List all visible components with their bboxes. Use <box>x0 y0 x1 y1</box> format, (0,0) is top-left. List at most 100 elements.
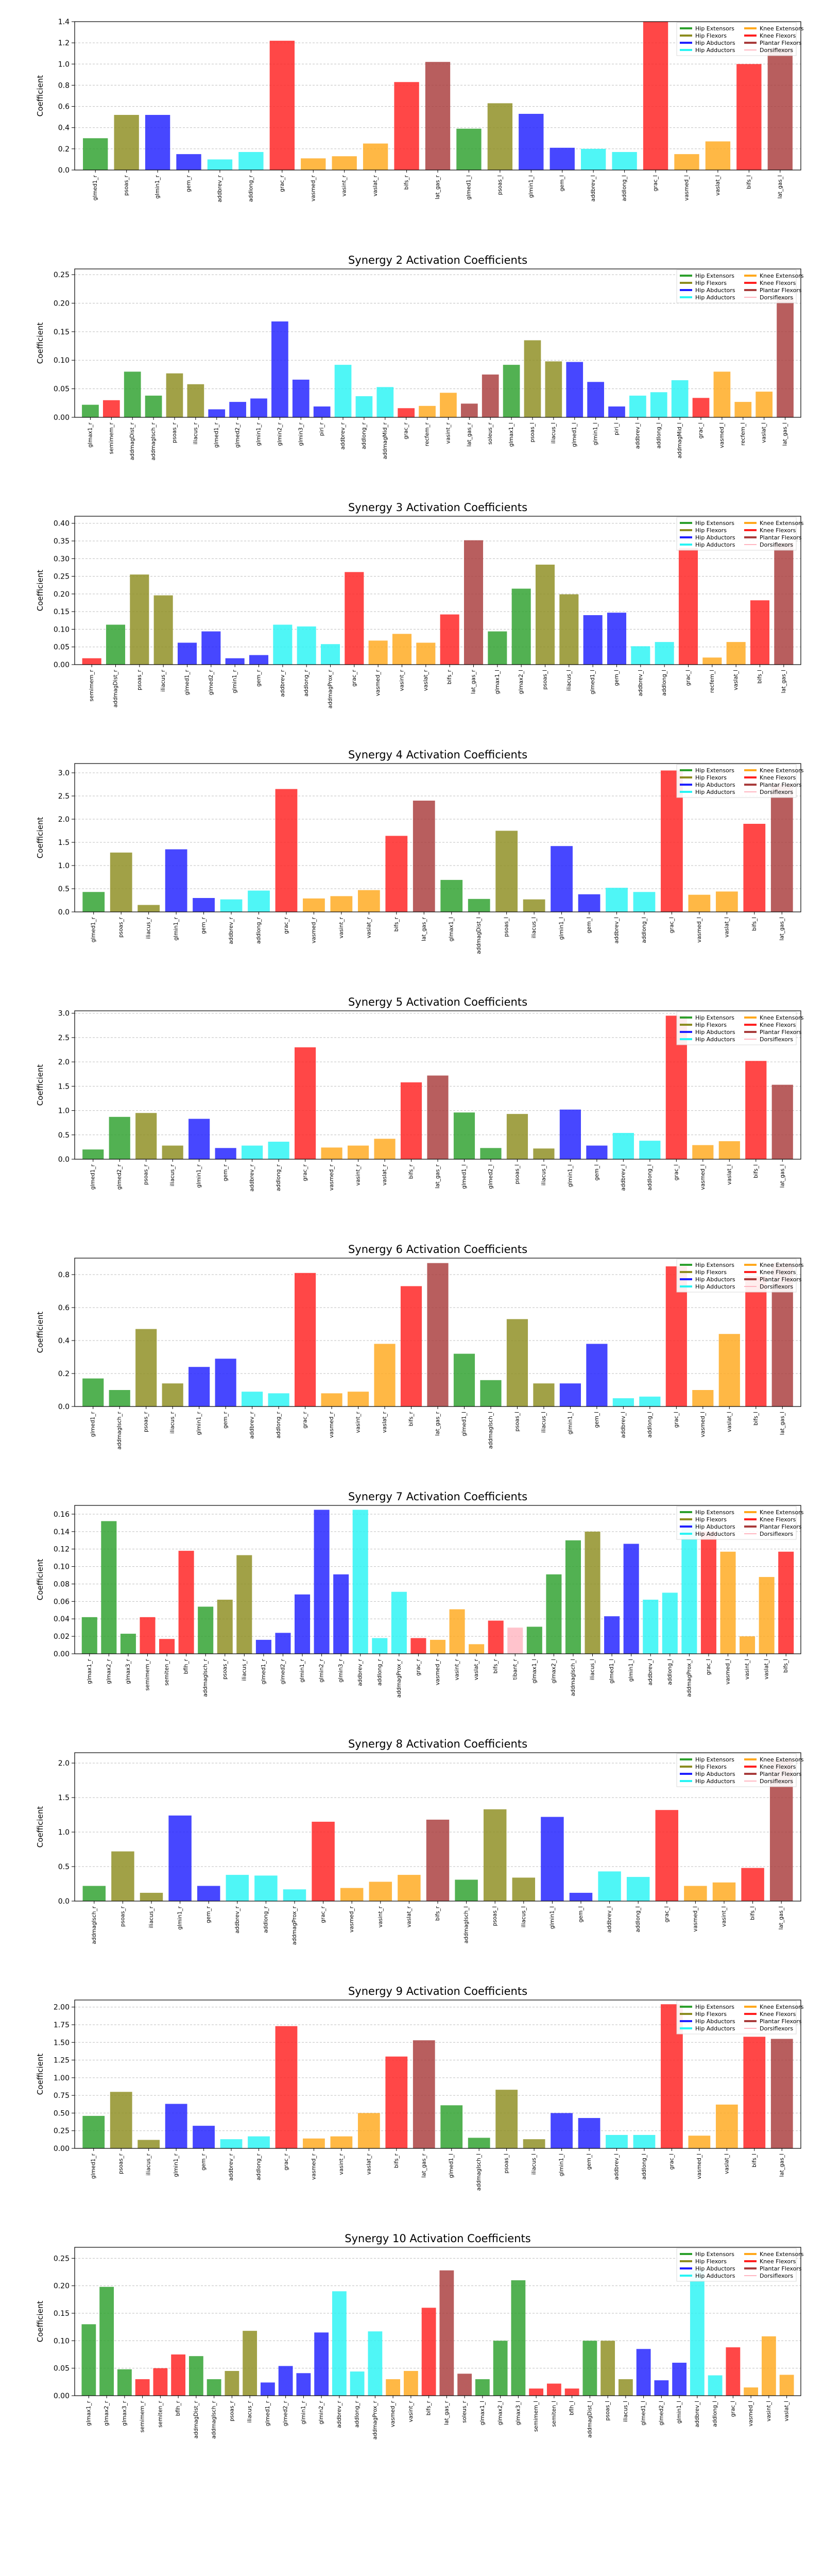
x-tick-label: addbrev_l <box>694 2401 700 2427</box>
x-tick-label: bifs_r <box>493 1658 499 1673</box>
x-tick-label: gem_r <box>222 1411 229 1429</box>
bar-lat_gas_l <box>771 1084 793 1159</box>
x-tick-label: vasint_l <box>744 1659 750 1680</box>
x-tick-label: grac_r <box>403 422 409 439</box>
x-tick-label: glmax2_r <box>104 2400 110 2426</box>
chart-panel-7: Synergy 7 Activation Coefficients 0.00 0.0… <box>0 1484 824 1731</box>
bar-gem_r <box>249 655 269 665</box>
x-tick-label: glmed2_r <box>116 1164 123 1190</box>
bar-gem_l <box>578 894 600 912</box>
bar-vasmed_r <box>368 640 388 665</box>
bar-glmin2_r <box>271 321 288 417</box>
x-tick-label: lat_gas_l <box>779 917 785 940</box>
x-tick-label: addlong_r <box>263 1906 269 1933</box>
x-tick-label: addbrev_r <box>357 1658 364 1686</box>
bar-bifs_r <box>400 1286 422 1406</box>
x-tick-label: addbrev_l <box>647 1659 654 1685</box>
bar-glmin1_r <box>145 115 170 170</box>
bar-psoas_r <box>135 1329 157 1406</box>
x-tick-label: iliacus_l <box>541 1412 547 1433</box>
bar-glmed1_r <box>82 1149 104 1159</box>
x-tick-label: addlong_r <box>256 2153 262 2180</box>
y-tick-label: 0.4 <box>58 124 70 132</box>
legend-entry: Hip Adductors <box>695 294 735 301</box>
x-tick-label: glmin1_r <box>196 1411 202 1435</box>
bar-vasmed_r <box>321 1393 342 1406</box>
bar-addbrev_l <box>598 1871 621 1901</box>
bar-gem_r <box>215 1148 236 1159</box>
y-axis-label: Coefficient <box>36 817 45 859</box>
x-tick-label: glmin1_l <box>559 917 565 940</box>
bar-bifs_r <box>440 614 459 665</box>
bar-addbrev_r <box>242 1145 263 1159</box>
bar-vaslat_l <box>726 642 746 665</box>
bar-glmin3_r <box>292 379 310 417</box>
y-tick-label: 3.0 <box>58 1010 70 1018</box>
bar-glmin2_r <box>314 1510 330 1654</box>
legend-entry: Dorsiflexors <box>760 47 793 54</box>
legend-entry: Knee Extensors <box>760 767 804 774</box>
x-tick-label: vaslat_l <box>724 917 730 938</box>
bar-grac_l <box>692 398 710 417</box>
bar-vaslat_l <box>715 2104 738 2148</box>
bar-grac_r <box>269 41 295 171</box>
bar-vasint_l <box>712 1882 736 1901</box>
x-tick-label: addlong_r <box>256 917 262 944</box>
x-tick-label: bifs_r <box>393 917 400 931</box>
x-tick-label: glmed1_r <box>184 669 191 695</box>
legend-entry: Hip Flexors <box>695 1022 727 1028</box>
bar-glmax1_r <box>81 2324 96 2396</box>
bar-vasmed_l <box>713 371 731 417</box>
bar-glmin3_r <box>333 1574 349 1654</box>
y-tick-label: 1.5 <box>58 839 70 847</box>
bar-glmin1_r <box>188 1367 210 1406</box>
bar-addlong_r <box>355 396 373 417</box>
bar-grac_l <box>700 1531 716 1654</box>
bar-iliacus_l <box>523 2139 545 2148</box>
bar-bifs_l <box>736 64 762 171</box>
x-tick-label: glmed1_r <box>90 1164 96 1190</box>
bar-iliacus_r <box>138 905 160 912</box>
bar-vasint_l <box>761 2336 776 2396</box>
bar-glmin1_l <box>623 1544 639 1654</box>
bar-vaslat_l <box>715 891 738 912</box>
x-tick-label: recfem_l <box>740 422 746 446</box>
bar-addlong_r <box>254 1875 278 1901</box>
legend-entry: Hip Abductors <box>695 2018 735 2025</box>
x-tick-label: addmagIsch_l <box>476 2154 482 2191</box>
chart-panel-9: Synergy 9 Activation Coefficients 0.00 0.2… <box>0 1978 824 2226</box>
x-tick-label: bflh_r <box>175 2400 181 2416</box>
bar-iliacus_l <box>533 1383 555 1406</box>
bar-lat_gas_r <box>413 2040 435 2148</box>
legend-entry: Hip Extensors <box>695 767 734 774</box>
legend-entry: Knee Extensors <box>760 1014 804 1021</box>
bar-addmagDist_r <box>106 624 126 665</box>
x-tick-label: glmed1_l <box>449 2154 455 2178</box>
x-tick-label: soleus_r <box>461 2400 468 2423</box>
x-tick-label: semiten_r <box>164 1658 170 1686</box>
bar-addmagProx_r <box>391 1591 407 1654</box>
plot-frame <box>74 1752 801 1902</box>
bar-psoas_r <box>114 115 139 170</box>
chart-title: Synergy 7 Activation Coefficients <box>348 1490 527 1503</box>
bar-glmax1_l <box>526 1626 542 1654</box>
y-tick-label: 0.10 <box>54 625 70 634</box>
bar-vasint_r <box>330 2136 353 2148</box>
bar-semimem_l <box>529 2388 544 2396</box>
y-tick-label: 0.50 <box>54 2109 70 2117</box>
bar-addlong_r <box>350 2371 365 2396</box>
x-tick-label: grac_l <box>653 175 659 191</box>
x-tick-label: iliacus_r <box>146 917 152 939</box>
legend-entry: Plantar Flexors <box>760 287 802 294</box>
bar-addmagProx_r <box>283 1889 306 1901</box>
bar-vasint_l <box>740 1636 756 1654</box>
x-tick-label: psoas_r <box>229 2400 235 2421</box>
bar-addbrev_l <box>606 2134 628 2148</box>
x-tick-label: vaslat_l <box>715 175 721 196</box>
bar-bifs_l <box>743 824 766 912</box>
y-tick-label: 2.5 <box>58 792 70 801</box>
x-tick-label: psoas_l <box>542 670 548 690</box>
bar-glmin1_l <box>559 1383 581 1406</box>
bar-psoas_l <box>506 1319 528 1406</box>
x-tick-label: glmed1_l <box>461 1412 467 1436</box>
